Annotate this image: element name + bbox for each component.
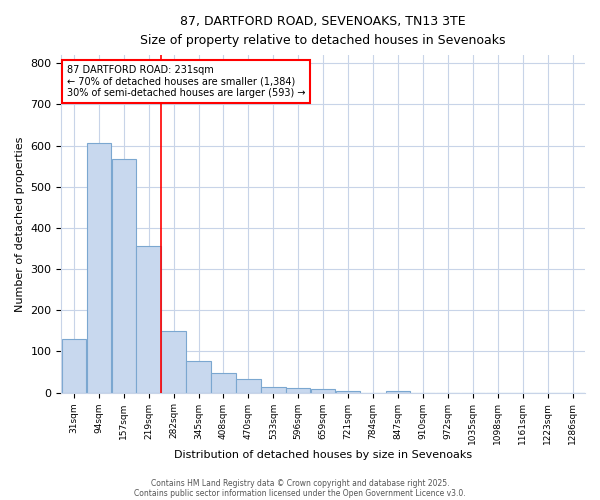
Y-axis label: Number of detached properties: Number of detached properties [15,136,25,312]
Text: Contains public sector information licensed under the Open Government Licence v3: Contains public sector information licen… [134,488,466,498]
Bar [62,339,86,392]
Bar [136,246,161,392]
Bar [336,390,361,392]
Bar [187,361,211,392]
Text: 87 DARTFORD ROAD: 231sqm
← 70% of detached houses are smaller (1,384)
30% of sem: 87 DARTFORD ROAD: 231sqm ← 70% of detach… [67,65,305,98]
Title: 87, DARTFORD ROAD, SEVENOAKS, TN13 3TE
Size of property relative to detached hou: 87, DARTFORD ROAD, SEVENOAKS, TN13 3TE S… [140,15,506,47]
Bar [261,387,286,392]
Bar [286,388,310,392]
Bar [161,331,186,392]
Bar [386,390,410,392]
Bar [311,390,335,392]
Bar [112,159,136,392]
Text: Contains HM Land Registry data © Crown copyright and database right 2025.: Contains HM Land Registry data © Crown c… [151,478,449,488]
Bar [211,373,236,392]
X-axis label: Distribution of detached houses by size in Sevenoaks: Distribution of detached houses by size … [174,450,472,460]
Bar [236,380,260,392]
Bar [86,143,111,392]
